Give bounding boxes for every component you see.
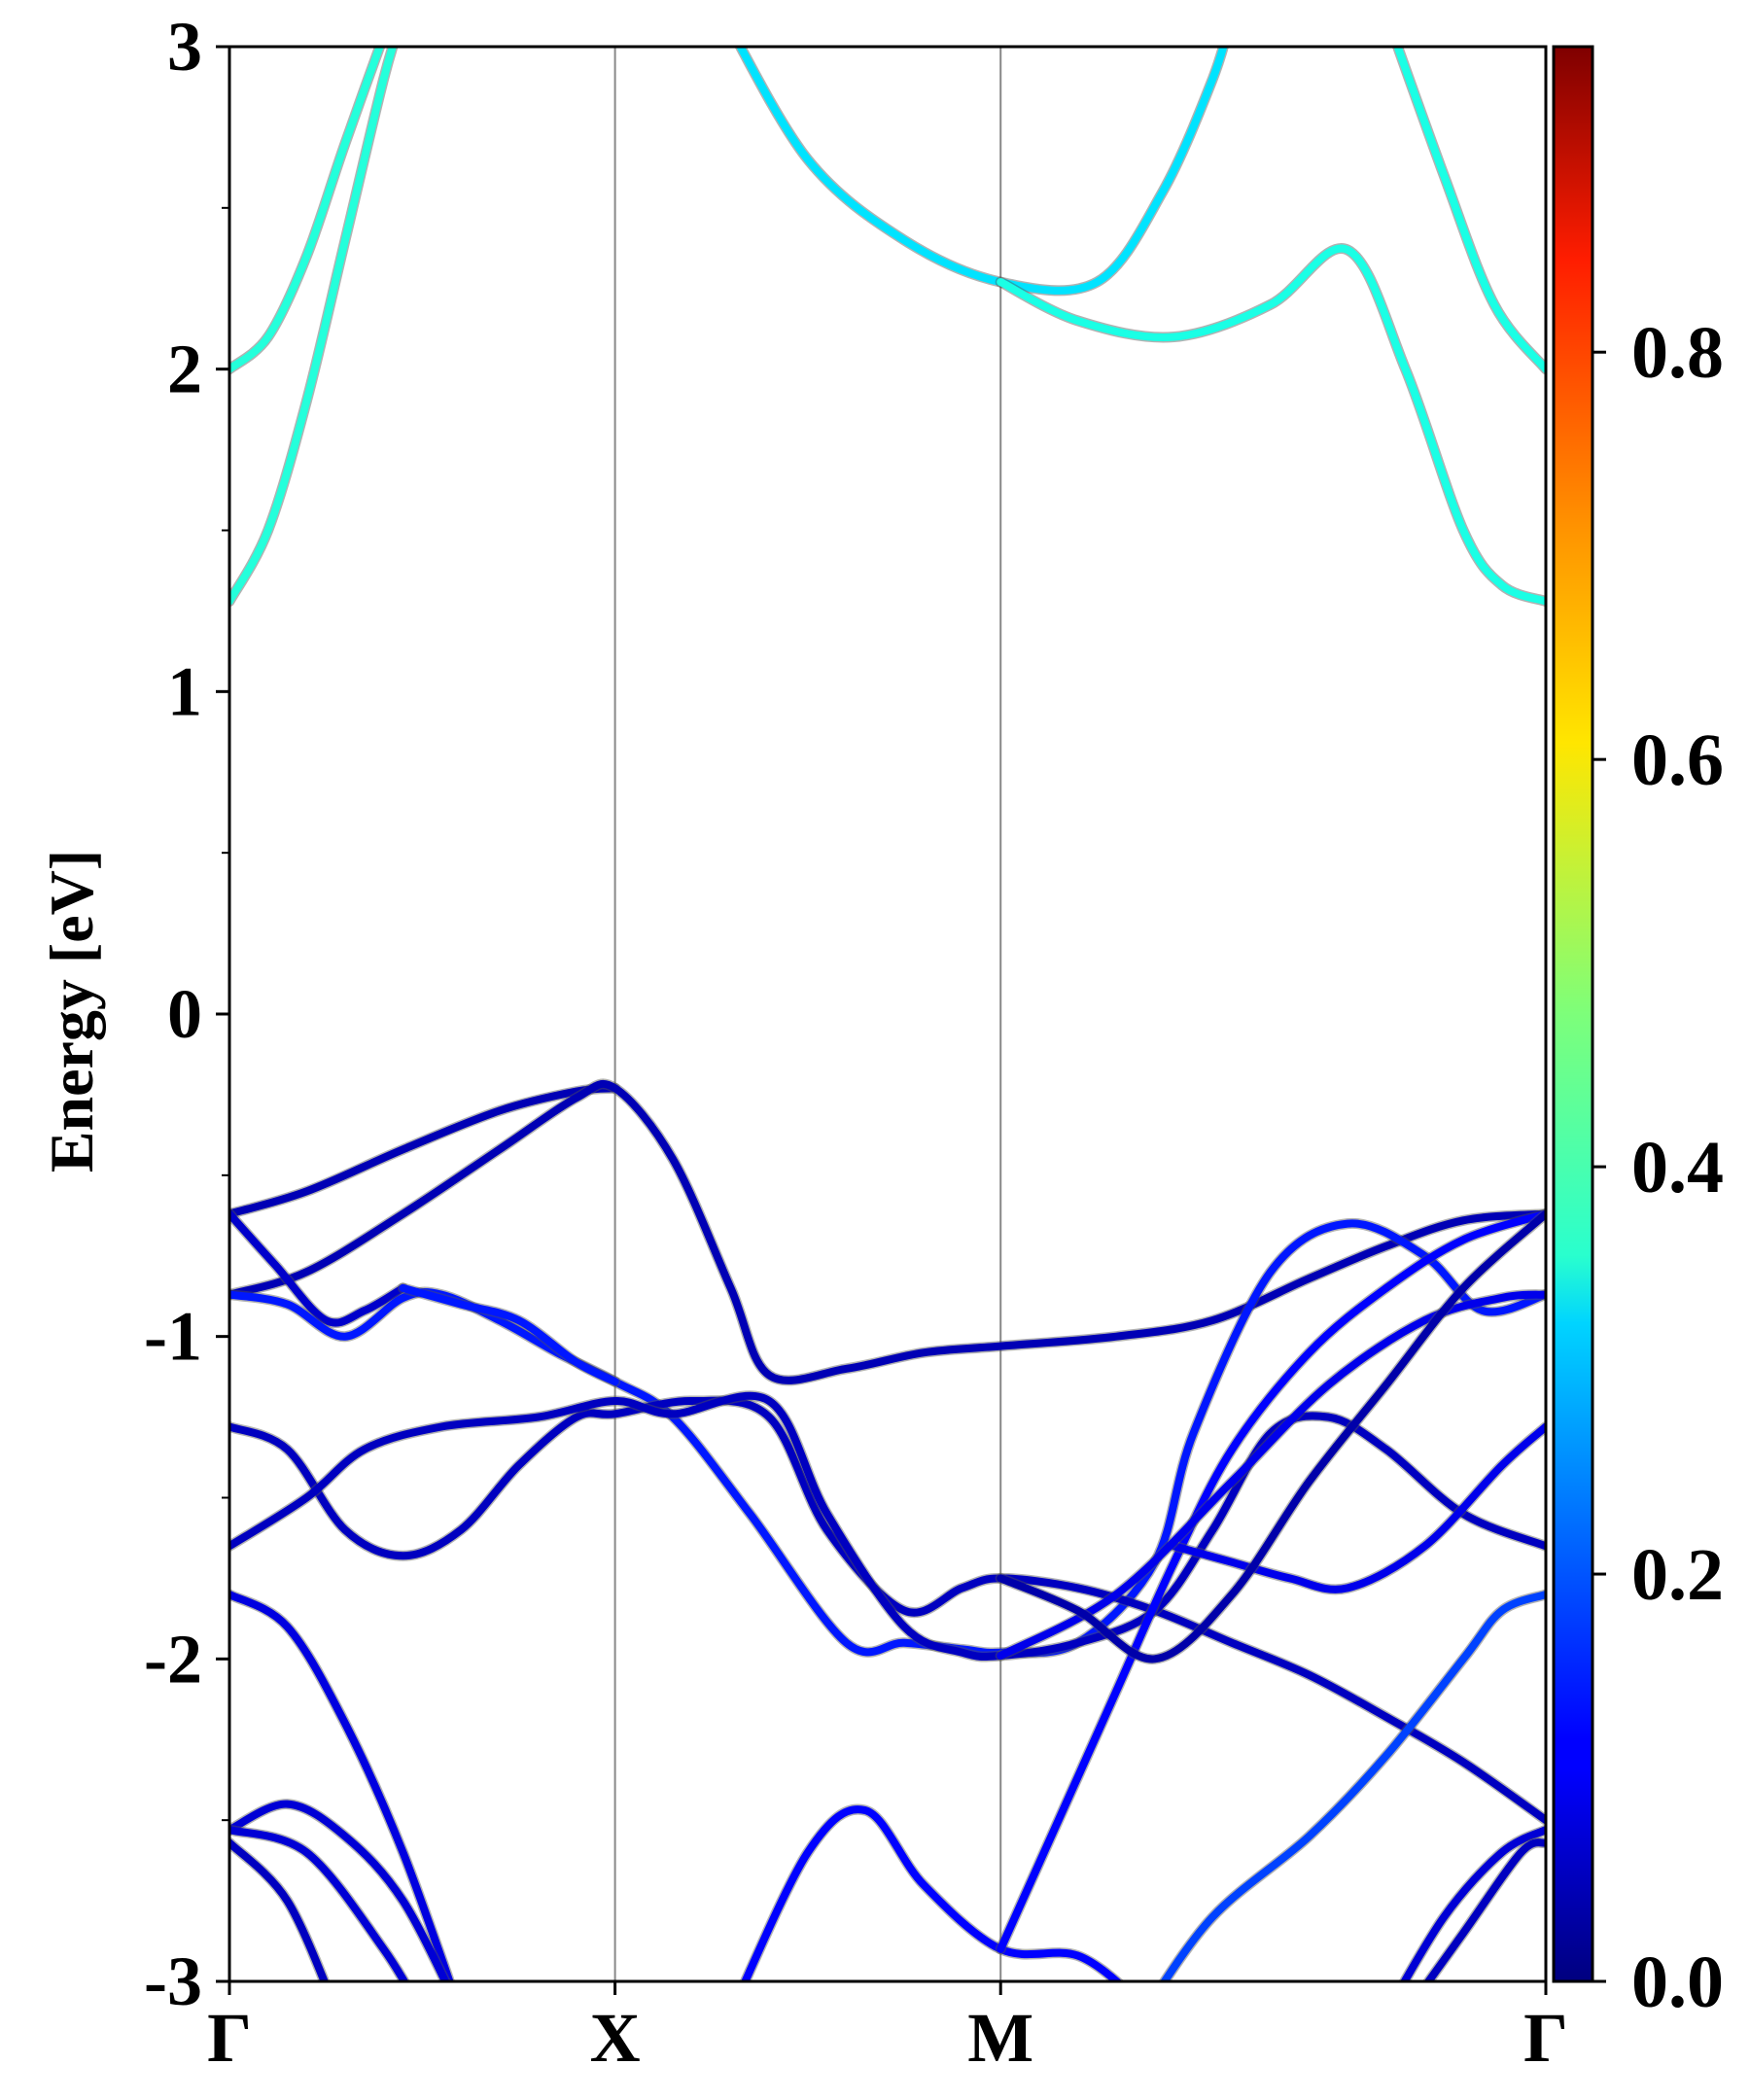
x-tick-label: M	[967, 1999, 1033, 2077]
colorbar-ticks: 0.0 0.2 0.4 0.6 0.8	[1592, 312, 1724, 2023]
band-line	[229, 1084, 619, 1218]
band-lines	[229, 47, 1546, 1981]
band-line	[1400, 1826, 1546, 1981]
band-line	[1423, 1838, 1546, 1981]
colorbar-tick-label: 0.2	[1631, 1534, 1724, 1616]
y-axis-ticks: -3 -2 -1 0 1 2 3	[144, 8, 229, 2020]
band-line	[741, 1805, 1123, 1981]
band-line	[997, 1209, 1546, 1663]
y-tick-label: -2	[144, 1620, 202, 1698]
y-tick-label: 0	[167, 975, 202, 1053]
colorbar-tick-label: 0.4	[1631, 1127, 1724, 1208]
band-line	[229, 1219, 1546, 1658]
band-line	[1160, 1591, 1546, 1981]
colorbar-tick-label: 0.8	[1631, 312, 1724, 394]
y-tick-label: 3	[167, 8, 202, 86]
band-line	[997, 1209, 1546, 1953]
band-line	[229, 1396, 1546, 1825]
y-tick-label: 1	[167, 652, 202, 730]
band-line	[997, 244, 1546, 606]
band-line	[399, 1283, 619, 1386]
colorbar-tick-label: 0.0	[1631, 1942, 1724, 2023]
band-line	[229, 1079, 1546, 1384]
x-tick-label: Γ	[1523, 1999, 1568, 2077]
band-line	[229, 1591, 454, 1981]
band-line	[229, 1826, 409, 1981]
y-axis-label: Energy [eV]	[37, 850, 106, 1172]
colorbar-gradient	[1552, 45, 1594, 1983]
band-line	[229, 1391, 1546, 1662]
band-line	[997, 1290, 1546, 1660]
band-line	[736, 47, 1228, 295]
band-line	[229, 47, 398, 606]
y-tick-label: -1	[144, 1298, 202, 1376]
band-line	[1393, 47, 1546, 373]
band-line	[229, 1838, 329, 1981]
band-line	[229, 1800, 450, 1981]
x-tick-label: Γ	[207, 1999, 252, 2077]
band-line	[1170, 1422, 1546, 1593]
colorbar: 0.0 0.2 0.4 0.6 0.8	[1552, 45, 1724, 2023]
colorbar-tick-label: 0.6	[1631, 719, 1724, 801]
y-tick-label: 2	[167, 331, 202, 408]
x-tick-label: X	[590, 1999, 641, 2077]
plot-area	[229, 47, 1546, 1981]
band-line	[229, 1209, 407, 1327]
y-tick-label: -3	[144, 1942, 202, 2020]
plot-background	[229, 47, 1546, 1981]
band-line	[229, 47, 384, 373]
